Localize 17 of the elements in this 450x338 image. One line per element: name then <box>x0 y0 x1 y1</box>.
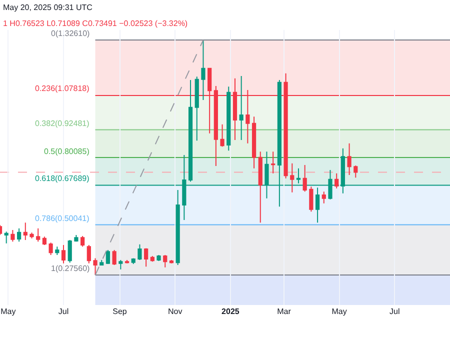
x-tick-label: Mar <box>277 307 292 316</box>
ref-line-label: 0.786(0.50041) <box>35 214 90 223</box>
ref-line-label: 0(1.32610) <box>51 29 90 38</box>
x-tick-label: 2025 <box>222 307 240 316</box>
x-tick-label: May <box>332 307 347 316</box>
ref-line-label: 0.382(0.92481) <box>35 119 90 128</box>
x-tick-label: Jul <box>58 307 69 316</box>
x-tick-label: Sep <box>112 307 128 316</box>
text: May 20, 2025 09:31 UTC <box>3 3 93 12</box>
ref-line-label: 0.618(0.67689) <box>35 174 90 183</box>
text: 1 H0.76523 L0.71089 C0.73491 −0.02523 (−3.32%) <box>3 19 188 28</box>
x-tick-label: May <box>0 307 16 316</box>
ref-line-label: 0.236(1.07818) <box>35 84 90 93</box>
x-tick-label: Nov <box>168 307 182 316</box>
ref-line-label: 0.5(0.80085) <box>44 147 90 156</box>
ref-line-label: 1(0.27560) <box>51 264 90 273</box>
x-tick-label: Jul <box>390 307 400 316</box>
